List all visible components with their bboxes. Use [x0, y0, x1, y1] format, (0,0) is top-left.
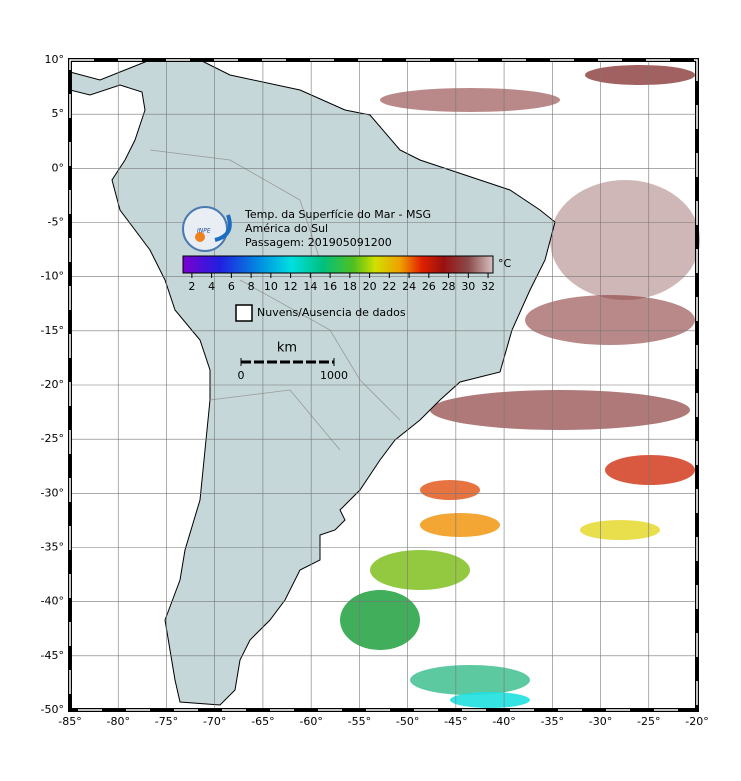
- map-frame-pattern: [69, 59, 698, 711]
- logo-text: INPE: [197, 228, 211, 235]
- no-data-swatch: [235, 304, 253, 322]
- borders: [149, 149, 401, 451]
- colorbar-tick-label: 26: [422, 280, 436, 293]
- colorbar-tick-label: 24: [402, 280, 416, 293]
- map: [68, 58, 700, 712]
- legend: INPE Temp. da Superfície do Mar - MSG Am…: [182, 206, 512, 356]
- y-tick-label: -10°: [41, 270, 64, 283]
- legend-title: Passagem: 201905091200: [245, 236, 392, 249]
- scale-tick-label: 1000: [320, 369, 348, 382]
- x-tick-label: -85°: [58, 715, 81, 728]
- colorbar-tick-label: 6: [228, 280, 235, 293]
- scale-tick-label: 0: [238, 369, 245, 382]
- colorbar-tick-label: 18: [343, 280, 357, 293]
- scale-unit: km: [277, 341, 297, 356]
- logo-sun: [195, 232, 205, 242]
- legend-title: América do Sul: [245, 222, 328, 235]
- colorbar-tick-label: 28: [442, 280, 456, 293]
- y-tick-label: -15°: [41, 324, 64, 337]
- colorbar-tick-label: 22: [382, 280, 396, 293]
- generated: -85° -80° -75° -70° -65° -60° -55° -50° -45° -40°…: [41, 53, 709, 728]
- x-tick-label: -70°: [203, 715, 226, 728]
- x-tick-label: -25°: [637, 715, 660, 728]
- no-data-label: Nuvens/Ausencia de dados: [257, 306, 406, 319]
- sst-patches: [340, 65, 700, 708]
- colorbar-tick-label: 32: [481, 280, 495, 293]
- x-tick-label: -45°: [444, 715, 467, 728]
- colorbar-unit: °C: [498, 257, 512, 270]
- colorbar-tick-label: 8: [248, 280, 255, 293]
- y-tick-label: 0°: [52, 161, 65, 174]
- y-tick-label: 10°: [45, 53, 65, 66]
- colorbar-tick-label: 14: [303, 280, 317, 293]
- y-tick-label: -20°: [41, 378, 64, 391]
- y-tick-label: 5°: [52, 107, 65, 120]
- x-tick-label: -55°: [348, 715, 371, 728]
- x-tick-label: -30°: [589, 715, 612, 728]
- logo-arrow: [214, 214, 232, 242]
- x-tick-label: -20°: [685, 715, 708, 728]
- y-tick-label: -25°: [41, 432, 64, 445]
- colorbar-tick-label: 10: [264, 280, 278, 293]
- legend-title: Temp. da Superfície do Mar - MSG: [244, 208, 431, 221]
- y-tick-label: -5°: [48, 216, 64, 229]
- x-tick-label: -75°: [155, 715, 178, 728]
- x-tick-label: -60°: [299, 715, 322, 728]
- y-tick-label: -40°: [41, 595, 64, 608]
- x-tick-label: -40°: [492, 715, 515, 728]
- x-tick-label: -65°: [251, 715, 274, 728]
- colorbar-tick-label: 12: [284, 280, 298, 293]
- colorbar-tick-label: 30: [461, 280, 475, 293]
- colorbar-tick-label: 4: [208, 280, 215, 293]
- colorbar-tick-label: 20: [363, 280, 377, 293]
- x-tick-label: -80°: [106, 715, 129, 728]
- x-tick-label: -35°: [541, 715, 564, 728]
- y-tick-label: -45°: [41, 649, 64, 662]
- x-tick-label: -50°: [396, 715, 419, 728]
- colorbar-tick-label: 2: [188, 280, 195, 293]
- colorbar-tick-label: 16: [323, 280, 337, 293]
- y-tick-label: -30°: [41, 486, 64, 499]
- colorbar: [182, 255, 494, 274]
- y-tick-label: -50°: [41, 703, 64, 716]
- y-tick-label: -35°: [41, 541, 64, 554]
